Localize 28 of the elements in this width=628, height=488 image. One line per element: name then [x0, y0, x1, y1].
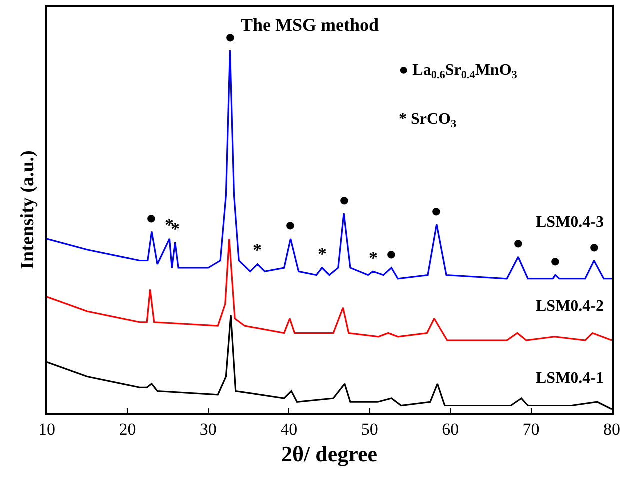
x-tick-label: 40 — [280, 420, 298, 440]
x-tick-label: 20 — [119, 420, 136, 440]
annotation: ● — [589, 237, 600, 257]
text: The MSG method — [241, 15, 380, 35]
x-tick-label: 50 — [361, 420, 378, 440]
y-axis-title: Intensity (a.u.) — [18, 150, 39, 270]
annotation: ● — [431, 201, 442, 221]
series-label: LSM0.4-1 — [536, 370, 604, 387]
annotation: * — [253, 240, 262, 260]
x-tick-label: 80 — [604, 420, 620, 440]
x-tick-label: 30 — [200, 420, 217, 440]
x-tick-label: 70 — [522, 420, 540, 440]
annotation: ● La$_{0.6}$Sr$_{0.4}$MnO$_{3}$ — [399, 62, 518, 82]
x-tick-label: 60 — [442, 420, 460, 440]
x-axis-title: 2θ/ degree — [282, 442, 378, 467]
annotation: ● — [285, 215, 296, 235]
annotation: ● — [513, 233, 524, 253]
annotation: ● — [550, 251, 561, 271]
annotation: * SrCO$_{3}$ — [399, 111, 457, 130]
annotation: ● — [225, 27, 236, 47]
series-label: LSM0.4-3 — [536, 214, 604, 231]
x-tick-label: 10 — [38, 420, 56, 440]
annotation: * — [318, 244, 327, 264]
annotation: * — [369, 248, 378, 268]
annotation: ● — [386, 244, 397, 264]
series-label: LSM0.4-2 — [536, 298, 604, 315]
annotation: ● — [146, 208, 157, 228]
annotation: ● — [339, 190, 350, 210]
